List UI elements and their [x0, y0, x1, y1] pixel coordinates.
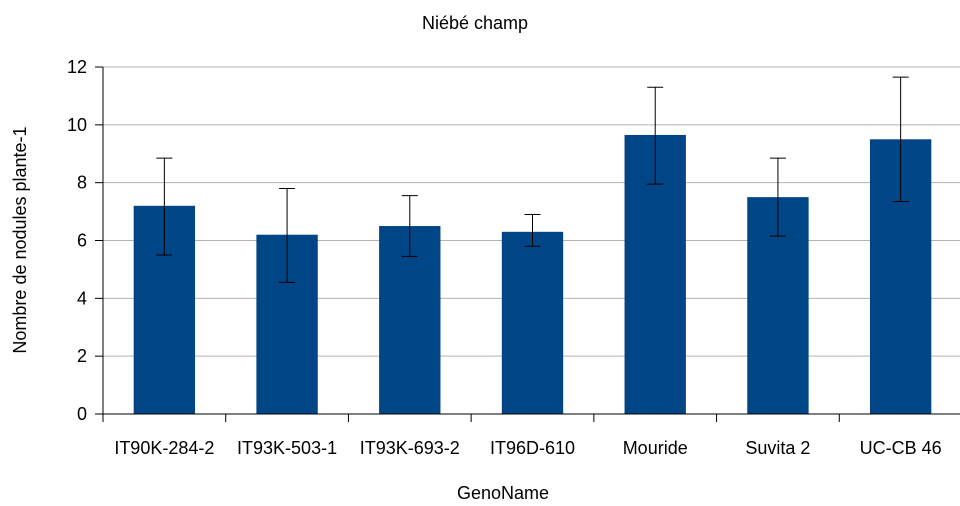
bars [133, 134, 932, 414]
x-tick-label: Mouride [623, 438, 688, 458]
y-tick-label: 0 [77, 404, 87, 424]
error-bar [769, 157, 786, 237]
error-bar [401, 195, 418, 257]
y-tick-label: 12 [67, 57, 87, 77]
x-tick-label: IT93K-693-2 [360, 438, 460, 458]
tick-labels: 0 2 4 6 8 10 12 IT90K-284-2 IT93K-503-1 IT93K-693… [67, 57, 942, 458]
y-tick-label: 4 [77, 288, 87, 308]
x-axis-label: GenoName [457, 483, 549, 503]
error-bar [279, 187, 296, 283]
error-bar [524, 213, 541, 247]
error-bar [892, 76, 909, 202]
y-tick-label: 6 [77, 231, 87, 251]
error-bar [647, 86, 664, 185]
y-tick-label: 2 [77, 346, 87, 366]
y-tick-label: 8 [77, 173, 87, 193]
x-tick-label: UC-CB 46 [860, 438, 942, 458]
axes [95, 66, 960, 422]
error-bar [156, 157, 173, 256]
bar-it96d-610 [501, 231, 564, 414]
x-tick-label: IT96D-610 [490, 438, 575, 458]
chart-title: Niébé champ [422, 13, 528, 33]
x-tick-label: IT93K-503-1 [237, 438, 337, 458]
bar-it93k-693-2 [379, 226, 441, 414]
y-axis-label: Nombre de nodules plante-1 [10, 126, 30, 353]
x-tick-label: Suvita 2 [745, 438, 810, 458]
error-bars [156, 76, 909, 283]
x-tick-label: IT90K-284-2 [114, 438, 214, 458]
y-tick-label: 10 [67, 115, 87, 135]
